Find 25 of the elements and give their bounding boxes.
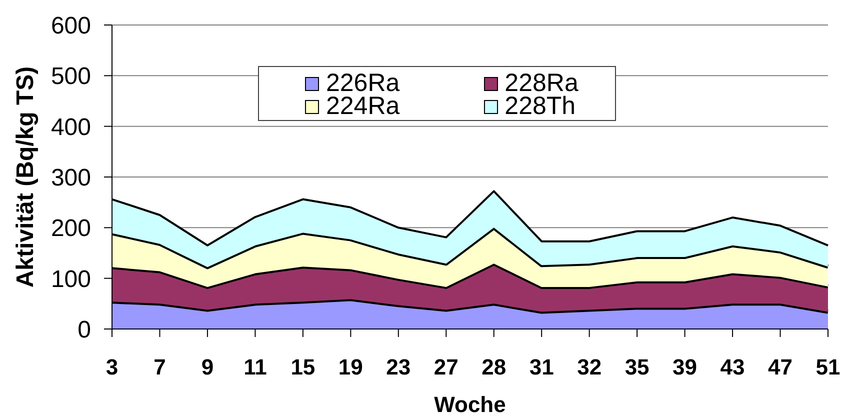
- y-tick-label: 0: [78, 316, 91, 344]
- y-tick-label: 500: [50, 63, 91, 90]
- x-tick-label: 9: [201, 354, 214, 380]
- y-tick-label: 600: [50, 12, 91, 40]
- x-tick-label: 31: [529, 354, 554, 380]
- x-axis-title: Woche: [434, 392, 506, 417]
- x-tick-label: 47: [768, 354, 793, 380]
- x-tick-label: 15: [290, 354, 316, 380]
- x-tick-label: 32: [577, 354, 602, 380]
- x-tick-label: 3: [106, 354, 118, 380]
- x-tick-label: 43: [720, 354, 745, 380]
- y-tick-label: 100: [50, 266, 91, 293]
- x-tick-label: 28: [482, 354, 506, 380]
- y-tick-label: 200: [50, 215, 91, 242]
- x-tick-label: 7: [154, 354, 166, 380]
- x-tick-label: 23: [386, 354, 411, 380]
- y-tick-label: 400: [50, 114, 91, 141]
- x-tick-label: 19: [338, 354, 363, 380]
- x-tick-label: 51: [816, 354, 840, 380]
- x-tick-label: 35: [624, 354, 650, 380]
- y-axis-title: Aktivität (Bq/kg TS): [12, 66, 39, 288]
- x-tick-label: 27: [434, 354, 458, 380]
- y-tick-label: 300: [50, 164, 91, 192]
- x-tick-label: 39: [672, 354, 698, 380]
- x-tick-label: 11: [244, 354, 267, 380]
